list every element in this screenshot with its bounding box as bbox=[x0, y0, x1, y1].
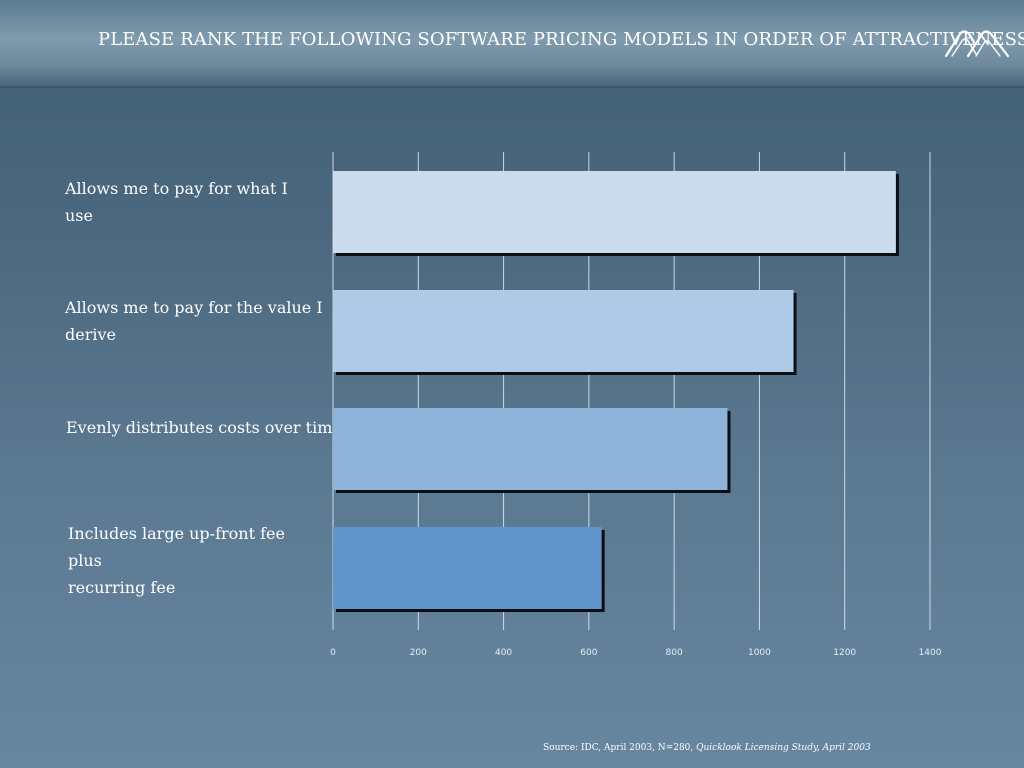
bar-label-even-costs: Evenly distributes costs over time bbox=[66, 418, 342, 437]
bar-3 bbox=[333, 408, 728, 490]
x-tick-label-200: 200 bbox=[410, 648, 427, 658]
source-study-name: Quicklook Licensing Study, April 2003 bbox=[696, 743, 871, 753]
x-tick-label-0: 0 bbox=[330, 648, 336, 658]
source-note: Source: IDC, April 2003, N=280, Quickloo… bbox=[543, 743, 871, 753]
x-tick-label-800: 800 bbox=[666, 648, 683, 658]
bar-4 bbox=[333, 527, 602, 609]
bar-label-pay-for-value: Allows me to pay for the value I derive bbox=[65, 298, 323, 344]
title-bar: PLEASE RANK THE FOLLOWING SOFTWARE PRICI… bbox=[0, 0, 1024, 88]
x-tick-label-1400: 1400 bbox=[919, 648, 942, 658]
source-text: Source: IDC, April 2003, N=280, bbox=[543, 743, 697, 753]
page-title: PLEASE RANK THE FOLLOWING SOFTWARE PRICI… bbox=[98, 29, 1024, 50]
x-tick-label-1000: 1000 bbox=[748, 648, 771, 658]
bar-label-upfront-fee: Includes large up-front fee plus recurri… bbox=[68, 524, 285, 597]
x-tick-label-1200: 1200 bbox=[833, 648, 856, 658]
x-tick-label-400: 400 bbox=[495, 648, 512, 658]
double-arch-logo-icon bbox=[944, 30, 1010, 58]
bar-label-pay-for-use: Allows me to pay for what I use bbox=[65, 179, 288, 225]
bar-2 bbox=[333, 290, 794, 372]
bar-1 bbox=[333, 171, 896, 253]
x-tick-label-600: 600 bbox=[580, 648, 597, 658]
